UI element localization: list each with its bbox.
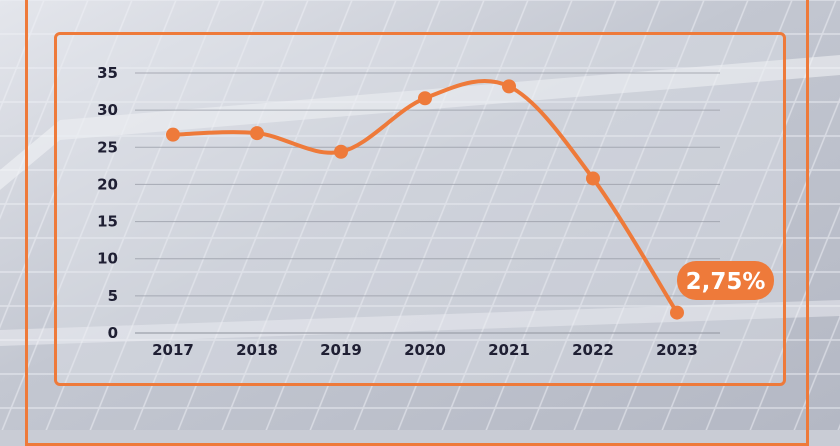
- x-tick-label: 2023: [656, 341, 698, 359]
- x-tick-label: 2022: [572, 341, 614, 359]
- y-tick-label: 0: [108, 324, 118, 342]
- y-tick-label: 15: [97, 213, 118, 231]
- data-point-2018: [250, 126, 264, 141]
- y-tick-label: 20: [97, 175, 118, 193]
- callout-badge: [677, 261, 774, 300]
- data-point-2021: [502, 79, 516, 94]
- series-line: [171, 78, 679, 315]
- y-axis-ticks: 0 5 10 15 20 25 30 35: [97, 64, 118, 342]
- data-point-2017: [166, 127, 180, 142]
- data-points: [166, 79, 684, 320]
- y-tick-label: 35: [97, 64, 118, 82]
- x-tick-label: 2020: [404, 341, 446, 359]
- data-point-2020: [418, 91, 432, 106]
- y-tick-label: 25: [97, 138, 118, 156]
- data-point-2022: [586, 171, 600, 186]
- value-callout: 2,75%: [677, 261, 774, 300]
- x-tick-label: 2017: [152, 341, 194, 359]
- y-tick-label: 5: [108, 287, 118, 305]
- data-point-2019: [334, 144, 348, 159]
- x-tick-label: 2018: [236, 341, 278, 359]
- y-tick-label: 10: [97, 250, 118, 268]
- data-point-2023: [670, 305, 684, 320]
- callout-label: 2,75%: [686, 269, 766, 295]
- y-tick-label: 30: [97, 101, 118, 119]
- x-axis-ticks: 2017 2018 2019 2020 2021 2022 2023: [152, 341, 698, 359]
- grid-lines: [135, 72, 720, 334]
- solar-panel-background: [0, 0, 840, 430]
- x-tick-label: 2019: [320, 341, 362, 359]
- chart-panel: [54, 32, 786, 386]
- x-tick-label: 2021: [488, 341, 530, 359]
